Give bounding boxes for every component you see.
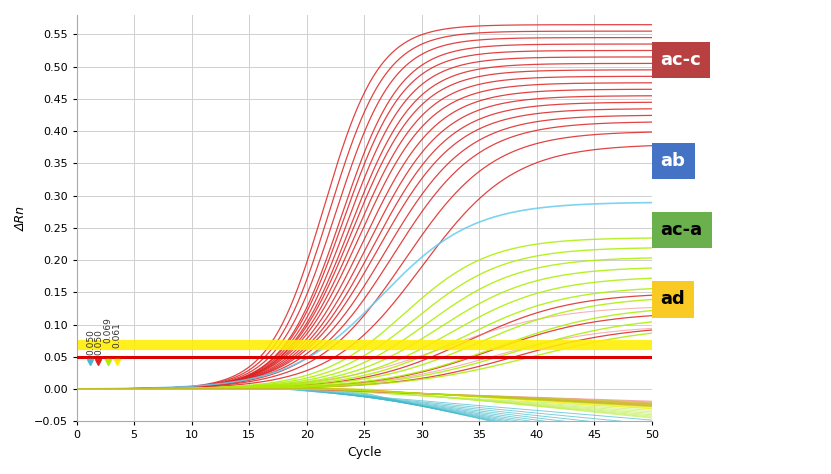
Text: 0.050: 0.050 (86, 329, 95, 355)
Text: 0.061: 0.061 (112, 322, 121, 348)
Text: ab: ab (661, 152, 686, 170)
Text: ac-a: ac-a (661, 221, 703, 239)
Text: ac-c: ac-c (661, 51, 701, 69)
Text: 0.069: 0.069 (103, 317, 112, 343)
X-axis label: Cycle: Cycle (347, 446, 381, 459)
Text: 0.050: 0.050 (94, 329, 103, 355)
Y-axis label: ΔRn: ΔRn (15, 206, 28, 231)
Text: ad: ad (661, 291, 686, 309)
